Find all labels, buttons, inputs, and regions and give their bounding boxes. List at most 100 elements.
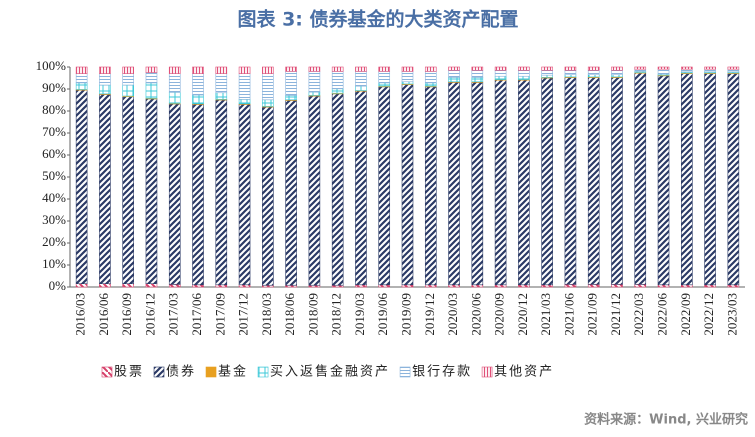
- bar-segment: [541, 77, 553, 286]
- bar-segment: [424, 71, 437, 84]
- legend-swatch: [257, 366, 269, 378]
- bar-segment: [75, 82, 88, 90]
- bar-segment: [262, 66, 274, 74]
- bar-segment: [587, 66, 600, 71]
- y-tick-label: 60%: [42, 146, 66, 161]
- x-tick-label: 2022/12: [701, 293, 716, 336]
- bar-segment: [99, 84, 111, 95]
- x-tick-label: 2023/03: [724, 293, 739, 336]
- bar-segment: [215, 66, 228, 74]
- bar-segment: [681, 284, 693, 288]
- bar-segment: [168, 103, 181, 285]
- legend-swatch: [101, 366, 113, 378]
- bar-segment: [494, 75, 507, 80]
- x-tick-label: 2018/12: [329, 293, 344, 336]
- bar-segment: [145, 72, 158, 84]
- bar-segment: [99, 66, 111, 74]
- bar-segment: [122, 84, 134, 97]
- legend-label: 基金: [218, 364, 248, 380]
- bar-segment: [192, 66, 204, 74]
- bar-segment: [541, 74, 553, 78]
- bar-segment: [75, 66, 88, 74]
- x-tick-label: 2018/03: [259, 293, 274, 336]
- y-tick-label: 80%: [42, 102, 66, 117]
- bar-segment: [657, 284, 670, 288]
- bar-segment: [262, 73, 274, 101]
- bar-segment: [611, 284, 623, 288]
- y-tick-label: 0%: [49, 278, 67, 293]
- bar-segment: [611, 70, 623, 76]
- bar-segment: [308, 91, 321, 96]
- bar-segment: [704, 68, 716, 73]
- x-tick-label: 2020/09: [492, 293, 507, 336]
- bar-segment: [518, 284, 530, 288]
- x-tick-label: 2017/09: [212, 293, 227, 336]
- bar-segment: [285, 66, 297, 72]
- bar-segment: [308, 66, 321, 72]
- bar-segment: [122, 96, 134, 284]
- bar-segment: [238, 73, 251, 100]
- bar-segment: [541, 70, 553, 76]
- bar-segment: [727, 68, 740, 73]
- bar-segment: [657, 66, 670, 70]
- x-tick-label: 2019/03: [352, 293, 367, 336]
- bar-segment: [471, 77, 484, 83]
- bar-segment: [401, 71, 414, 83]
- x-tick-label: 2022/06: [655, 293, 670, 336]
- bar-segment: [238, 99, 251, 105]
- bar-segment: [262, 99, 274, 107]
- bar-segment: [727, 284, 740, 288]
- bar-segment: [564, 284, 577, 288]
- x-tick-label: 2016/03: [73, 293, 88, 336]
- y-tick-label: 100%: [36, 58, 67, 73]
- bar-segment: [518, 70, 530, 77]
- bar-segment: [494, 70, 507, 77]
- bar-segment: [215, 73, 228, 94]
- bar-segment: [145, 82, 158, 99]
- bar-segment: [285, 95, 297, 101]
- bar-segment: [518, 66, 530, 71]
- bar-segment: [494, 284, 507, 288]
- x-tick-label: 2021/03: [538, 293, 553, 336]
- bar-segment: [238, 104, 251, 286]
- legend-label: 股票: [114, 365, 144, 380]
- y-tick-label: 40%: [42, 190, 66, 205]
- x-tick-label: 2016/09: [119, 293, 134, 336]
- bar-segment: [727, 66, 740, 70]
- bar-segment: [611, 66, 623, 71]
- bar-segment: [215, 99, 228, 286]
- bar-segment: [168, 284, 181, 288]
- bar-segment: [471, 70, 484, 78]
- bar-segment: [168, 92, 181, 104]
- bar-segment: [378, 86, 391, 286]
- bar-segment: [587, 70, 600, 76]
- bar-segment: [587, 284, 600, 288]
- source-note: 资料来源：Wind, 兴业研究: [584, 412, 748, 428]
- bar-segment: [122, 73, 134, 86]
- bar-segment: [657, 68, 670, 75]
- legend-swatch: [205, 366, 217, 378]
- bar-segment: [424, 86, 437, 286]
- y-tick-label: 50%: [42, 168, 66, 183]
- bar-segment: [308, 71, 321, 93]
- y-tick-label: 10%: [42, 256, 66, 271]
- bar-segment: [145, 66, 158, 73]
- bar-segment: [564, 77, 577, 285]
- bar-segment: [192, 94, 204, 105]
- bar-segment: [308, 95, 321, 286]
- x-tick-label: 2017/12: [236, 293, 251, 336]
- bar-segment: [378, 66, 391, 72]
- bar-segment: [331, 93, 344, 286]
- bar-segment: [331, 88, 344, 94]
- bar-segment: [331, 71, 344, 90]
- bar-segment: [541, 66, 553, 71]
- bar-segment: [704, 284, 716, 288]
- bar-segment: [634, 68, 647, 72]
- x-tick-label: 2016/12: [142, 293, 157, 336]
- bar-segment: [285, 100, 297, 286]
- bar-segment: [75, 73, 88, 84]
- y-tick-label: 90%: [42, 80, 66, 95]
- bar-segment: [215, 284, 228, 288]
- bar-segment: [285, 71, 297, 96]
